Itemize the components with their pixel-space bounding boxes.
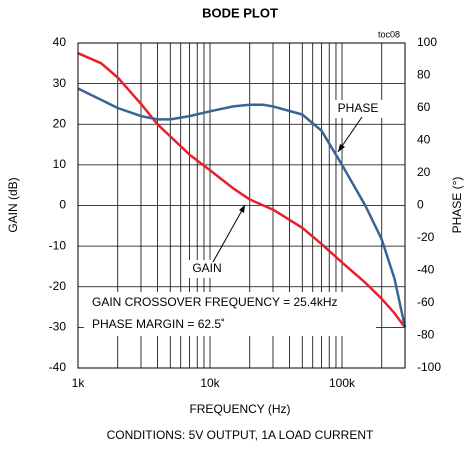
label-mask <box>84 292 376 336</box>
y2-tick-label: 40 <box>417 133 431 147</box>
annotation-arrow <box>212 204 246 263</box>
annotation: PHASE <box>338 101 379 115</box>
y-tick-label: 10 <box>53 157 67 171</box>
x-tick-label: 10k <box>200 376 220 390</box>
y2-tick-label: -60 <box>417 295 435 309</box>
chart-title: BODE PLOT <box>202 5 278 20</box>
y2-tick-label: -80 <box>417 328 435 342</box>
annotation: GAIN CROSSOVER FREQUENCY = 25.4kHz <box>92 295 338 309</box>
plot-frame <box>77 42 406 369</box>
arrow-head <box>239 205 245 213</box>
y-tick-label: 20 <box>53 116 67 130</box>
series-line <box>77 52 407 329</box>
y-tick-label: -10 <box>49 238 67 252</box>
curves <box>77 52 407 329</box>
y2-tick-label: 60 <box>417 100 431 114</box>
y2-tick-label: -40 <box>417 263 435 277</box>
label-mask <box>330 100 386 118</box>
y-tick-label: -40 <box>49 360 67 374</box>
arrow-head <box>338 144 345 152</box>
y-axis-label: GAIN (dB) <box>6 177 20 232</box>
y2-tick-label: 20 <box>417 165 431 179</box>
y2-axis-label: PHASE (°) <box>450 177 464 234</box>
label-masks <box>84 100 386 336</box>
series-line <box>77 87 407 328</box>
y-tick-label: 0 <box>59 198 66 212</box>
y2-tick-label: 80 <box>417 68 431 82</box>
y-tick-label: -20 <box>49 279 67 293</box>
y-tick-label: 30 <box>53 76 67 90</box>
y-tick-label: 40 <box>53 35 67 49</box>
y2-tick-label: 0 <box>417 198 424 212</box>
annotation: GAIN <box>192 261 221 275</box>
annotation: PHASE MARGIN = 62.5˚ <box>92 317 225 331</box>
y2-tick-label: -100 <box>417 360 441 374</box>
y-tick-label: -30 <box>49 320 67 334</box>
y2-tick-label: -20 <box>417 230 435 244</box>
x-tick-label: 1k <box>72 376 86 390</box>
label-mask <box>182 260 232 278</box>
x-axis-label: FREQUENCY (Hz) <box>189 402 290 416</box>
figure-tag: toc08 <box>378 29 400 39</box>
y2-tick-label: 100 <box>417 35 437 49</box>
footer: CONDITIONS: 5V OUTPUT, 1A LOAD CURRENT <box>107 428 374 442</box>
x-tick-label: 100k <box>329 376 356 390</box>
